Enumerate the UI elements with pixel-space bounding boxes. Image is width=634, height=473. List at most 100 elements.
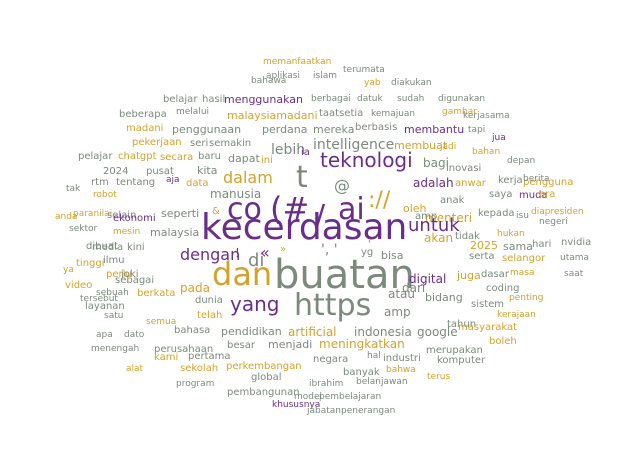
cloud-word-172: jabatanpenerangan xyxy=(307,406,396,416)
cloud-word-116: dari xyxy=(402,281,426,295)
cloud-word-96: tinggi xyxy=(76,258,105,269)
cloud-word-118: juga xyxy=(457,269,481,282)
cloud-word-146: besar xyxy=(227,340,255,351)
cloud-word-92: hukan xyxy=(497,229,525,239)
cloud-word-119: dasar xyxy=(481,269,509,280)
cloud-word-48: pusat xyxy=(146,166,174,177)
cloud-word-107: dan xyxy=(212,255,273,293)
cloud-word-79: anda xyxy=(55,212,78,222)
cloud-symbol-6: » xyxy=(280,244,287,255)
cloud-word-108: buatan xyxy=(274,252,415,298)
cloud-word-2: bahawa xyxy=(251,76,287,86)
cloud-word-105: perlu xyxy=(106,269,132,280)
cloud-word-132: sistem xyxy=(471,299,505,310)
cloud-word-112: tersebut xyxy=(80,294,118,304)
cloud-word-161: bahwa xyxy=(386,365,416,375)
cloud-word-47: 2024 xyxy=(103,166,129,177)
cloud-symbol-9: ' xyxy=(368,239,371,250)
cloud-word-18: kemajuan xyxy=(371,109,416,119)
cloud-word-27: tapi xyxy=(468,125,486,135)
cloud-word-103: utama xyxy=(560,253,590,263)
cloud-word-55: data xyxy=(186,178,209,189)
cloud-word-49: kita xyxy=(197,164,218,177)
cloud-word-155: sekolah xyxy=(180,363,219,374)
cloud-word-85: untuk xyxy=(408,215,460,236)
cloud-word-63: robot xyxy=(93,190,117,200)
cloud-word-34: bahan xyxy=(472,147,501,157)
cloud-word-142: tahun xyxy=(447,319,477,330)
cloud-word-120: saat xyxy=(564,269,584,279)
cloud-word-100: bisa xyxy=(381,249,404,262)
cloud-word-7: belajar xyxy=(163,94,198,105)
cloud-word-64: co xyxy=(227,192,262,227)
cloud-word-11: datuk xyxy=(357,94,383,104)
cloud-word-125: coding xyxy=(486,283,520,294)
cloud-word-32: membuat xyxy=(394,139,448,152)
cloud-word-123: atau xyxy=(388,287,416,301)
cloud-word-43: ia xyxy=(301,147,310,158)
cloud-word-83: kecerdasan xyxy=(201,207,408,248)
cloud-word-148: meningkatkan xyxy=(319,337,405,351)
cloud-word-106: joki xyxy=(121,269,139,280)
cloud-word-19: gambar xyxy=(442,107,477,117)
cloud-word-4: islam xyxy=(313,71,337,81)
cloud-word-33: jadi xyxy=(440,142,457,152)
cloud-word-169: model xyxy=(294,392,323,402)
cloud-word-162: global xyxy=(251,372,282,383)
cloud-word-54: aja xyxy=(166,175,180,185)
cloud-symbol-0: (# xyxy=(270,190,310,228)
cloud-word-137: bahasa xyxy=(174,325,211,336)
cloud-word-1: terumata xyxy=(343,65,385,75)
cloud-word-129: yang xyxy=(230,292,280,316)
cloud-word-69: era xyxy=(539,189,556,200)
cloud-word-102: sama xyxy=(503,240,533,253)
cloud-word-29: pekerjaan xyxy=(132,137,182,148)
cloud-symbol-4: & xyxy=(212,206,220,217)
cloud-word-164: ibrahim xyxy=(309,379,344,389)
cloud-word-98: di xyxy=(248,250,265,271)
cloud-word-127: layanan xyxy=(85,301,125,312)
cloud-word-87: media xyxy=(92,242,124,253)
cloud-word-138: pendidikan xyxy=(221,325,282,338)
cloud-word-134: semua xyxy=(146,317,177,327)
cloud-word-86: dibuat xyxy=(86,241,118,252)
cloud-word-10: berbagai xyxy=(311,94,351,104)
cloud-word-99: yg xyxy=(361,247,374,258)
cloud-word-0: memanfaatkan xyxy=(263,57,332,67)
cloud-word-153: merupakan xyxy=(426,345,483,356)
cloud-word-117: digital xyxy=(409,272,447,286)
cloud-word-136: dato xyxy=(124,330,145,340)
cloud-word-65: ai xyxy=(338,192,365,227)
cloud-word-93: hari xyxy=(532,239,552,250)
cloud-word-59: anwar xyxy=(455,178,486,189)
cloud-word-111: masa xyxy=(510,268,535,278)
cloud-word-109: serta xyxy=(469,251,495,262)
cloud-word-88: kini xyxy=(127,242,145,253)
cloud-word-16: malaysiamadani xyxy=(227,109,318,122)
cloud-word-61: pengguna xyxy=(523,177,574,188)
cloud-word-121: sebuah xyxy=(96,288,129,298)
cloud-word-71: selain xyxy=(107,210,137,221)
cloud-word-21: madani xyxy=(126,123,164,134)
cloud-word-44: depan xyxy=(507,156,536,166)
cloud-word-147: menjadi xyxy=(268,338,313,351)
cloud-word-80: sektor xyxy=(69,224,98,234)
cloud-word-168: pembangunan xyxy=(227,387,300,398)
cloud-word-62: tak xyxy=(66,184,81,194)
cloud-word-122: https xyxy=(294,288,372,323)
cloud-word-95: ya xyxy=(63,265,74,275)
cloud-word-94: nvidia xyxy=(561,237,592,248)
cloud-word-26: membantu xyxy=(404,123,465,136)
cloud-word-15: melalui xyxy=(176,107,210,117)
cloud-word-130: telah xyxy=(197,310,223,321)
cloud-word-73: seperti xyxy=(161,207,200,220)
cloud-word-150: boleh xyxy=(489,336,517,347)
cloud-symbol-8: ', ' xyxy=(321,242,338,258)
cloud-word-42: intelligence xyxy=(313,137,395,153)
cloud-word-39: dapat xyxy=(228,152,260,165)
cloud-word-128: dunia xyxy=(195,295,223,306)
cloud-symbol-7: ! xyxy=(235,246,240,260)
cloud-word-110: selangor xyxy=(502,253,546,264)
cloud-word-57: t xyxy=(296,160,308,195)
cloud-symbol-3: @ xyxy=(334,176,350,195)
